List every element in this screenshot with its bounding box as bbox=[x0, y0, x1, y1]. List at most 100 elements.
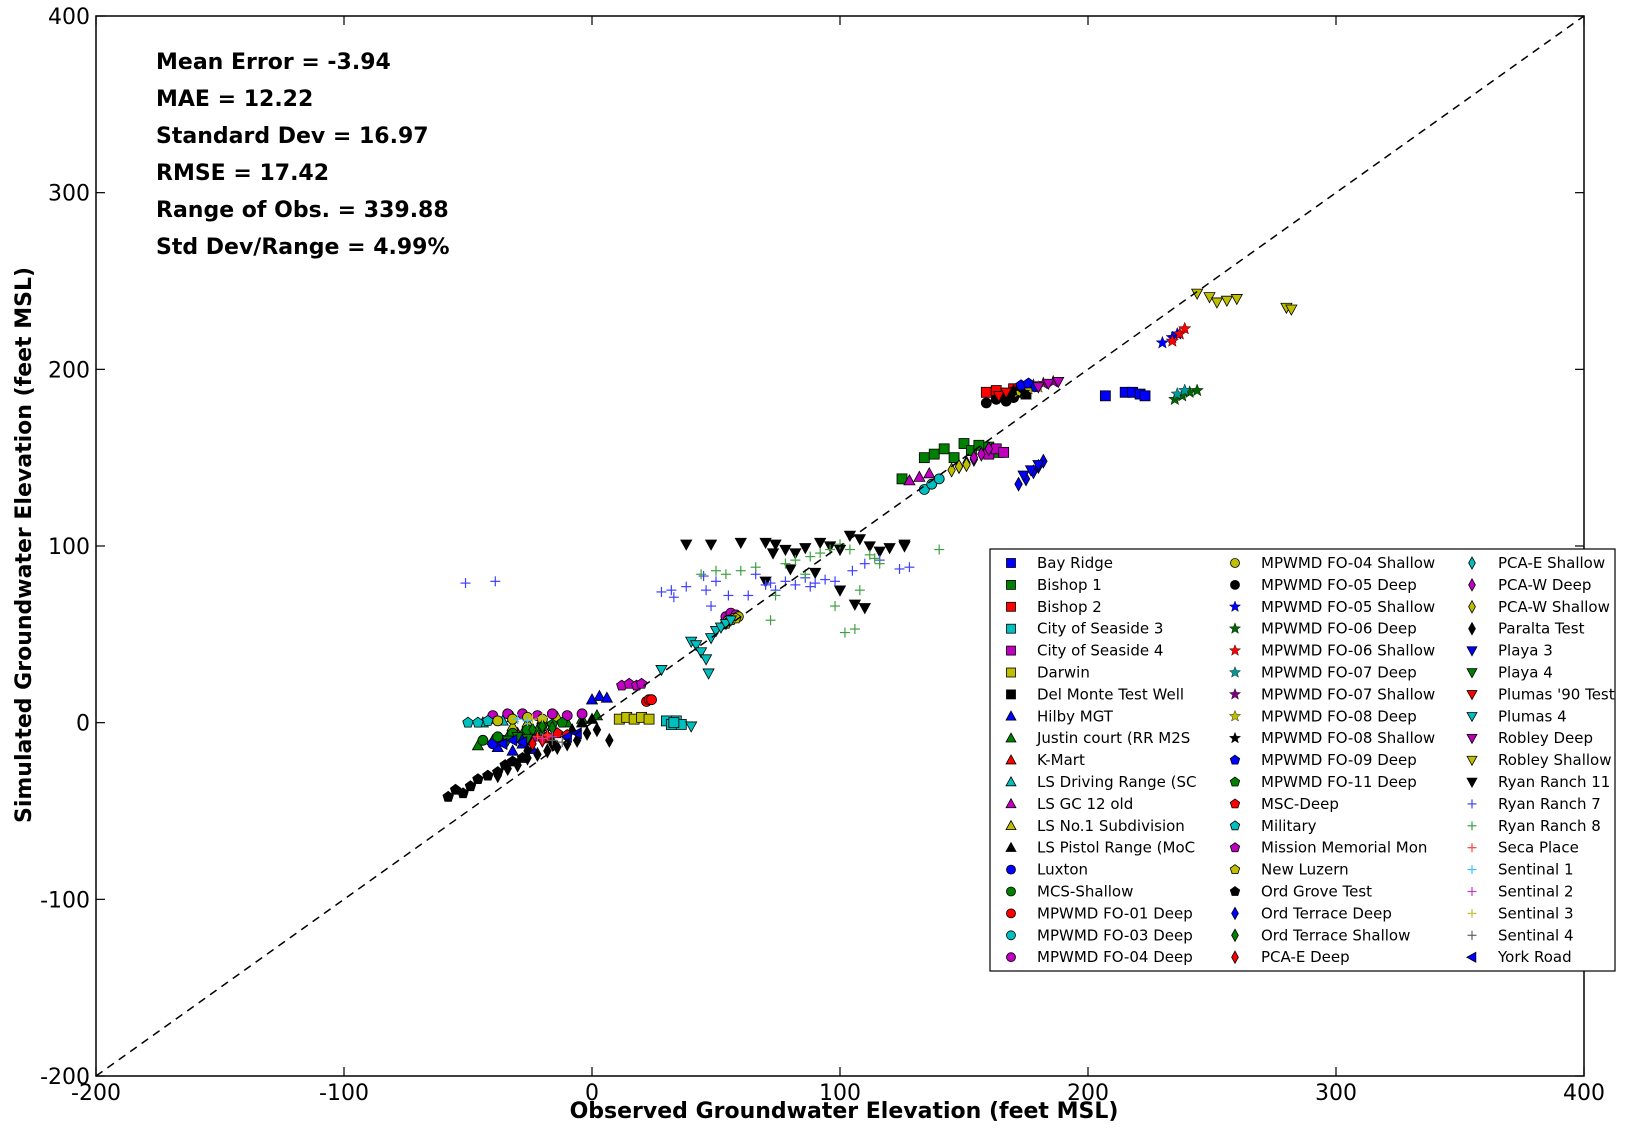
data-point bbox=[734, 537, 747, 550]
data-point bbox=[666, 585, 677, 596]
data-point bbox=[523, 743, 532, 759]
data-point bbox=[533, 746, 542, 763]
data-point bbox=[1052, 377, 1065, 389]
legend-marker bbox=[1466, 777, 1478, 789]
data-point bbox=[854, 585, 865, 596]
y-tick-label: 200 bbox=[48, 358, 90, 383]
data-point bbox=[1165, 334, 1180, 347]
data-point bbox=[844, 544, 855, 555]
legend-marker bbox=[1467, 887, 1477, 896]
data-point bbox=[472, 773, 484, 785]
data-point bbox=[1024, 465, 1038, 477]
legend-entry-label: Sentinal 1 bbox=[1498, 861, 1573, 879]
data-point bbox=[689, 640, 703, 652]
legend-entry-label: Ord Terrace Deep bbox=[1261, 904, 1392, 922]
legend-entry-label: New Luzern bbox=[1261, 861, 1349, 879]
data-point bbox=[1285, 304, 1298, 316]
legend-marker bbox=[1006, 601, 1016, 612]
data-point bbox=[863, 541, 876, 553]
legend-entry-label: MPWMD FO-06 Deep bbox=[1261, 620, 1417, 638]
data-point bbox=[839, 627, 850, 638]
data-point bbox=[805, 581, 816, 592]
data-point bbox=[904, 562, 915, 573]
legend-marker bbox=[1006, 623, 1016, 634]
data-point bbox=[962, 457, 971, 473]
data-point bbox=[1178, 383, 1192, 397]
legend-marker bbox=[1005, 732, 1017, 743]
legend-marker bbox=[1006, 667, 1016, 678]
legend-marker bbox=[1006, 689, 1016, 700]
legend-entry-label: York Road bbox=[1497, 948, 1572, 966]
legend-marker bbox=[1466, 690, 1478, 701]
stats-line: Mean Error = -3.94 bbox=[156, 50, 391, 75]
data-point bbox=[698, 571, 709, 582]
data-marks bbox=[442, 288, 1298, 802]
legend-marker bbox=[1006, 864, 1016, 875]
data-point bbox=[512, 714, 523, 725]
data-point bbox=[556, 716, 568, 728]
data-point bbox=[575, 716, 589, 728]
data-point bbox=[1016, 385, 1031, 399]
data-point bbox=[869, 553, 880, 564]
data-point bbox=[600, 691, 614, 703]
legend-marker bbox=[1005, 775, 1017, 787]
data-point bbox=[769, 539, 782, 551]
data-point bbox=[576, 708, 588, 720]
x-tick-label: -200 bbox=[71, 1081, 121, 1106]
data-point bbox=[492, 715, 504, 727]
legend-entry-label: Plumas '90 Test bbox=[1498, 685, 1615, 703]
legend-entry-label: MPWMD FO-07 Deep bbox=[1261, 664, 1417, 682]
legend-marker bbox=[1229, 754, 1241, 765]
data-point bbox=[680, 539, 693, 551]
legend-entry-label: Luxton bbox=[1037, 861, 1088, 879]
data-point bbox=[593, 689, 606, 701]
data-point bbox=[815, 548, 826, 559]
legend-marker bbox=[1228, 709, 1242, 722]
legend-marker bbox=[1230, 580, 1240, 590]
data-point bbox=[765, 578, 776, 589]
legend-marker bbox=[1228, 600, 1242, 612]
legend-entry-label: City of Seaside 3 bbox=[1037, 620, 1163, 638]
data-point bbox=[1210, 297, 1224, 309]
data-point bbox=[784, 564, 797, 576]
data-point bbox=[605, 732, 614, 748]
data-point bbox=[462, 716, 474, 728]
data-point bbox=[780, 558, 791, 569]
data-point bbox=[1139, 390, 1151, 402]
data-point bbox=[1155, 335, 1170, 349]
legend-entry-label: Ord Grove Test bbox=[1261, 883, 1372, 901]
data-point bbox=[711, 576, 721, 587]
data-point bbox=[635, 677, 648, 689]
stats-line: RMSE = 17.42 bbox=[156, 161, 329, 186]
legend-entry-label: MPWMD FO-09 Deep bbox=[1261, 751, 1417, 769]
legend-entry-label: MPWMD FO-04 Deep bbox=[1037, 948, 1193, 966]
legend-marker bbox=[1466, 755, 1478, 767]
legend-entry-label: Sentinal 4 bbox=[1498, 926, 1573, 944]
data-point bbox=[477, 734, 489, 746]
data-point bbox=[1032, 460, 1045, 472]
data-point bbox=[790, 555, 801, 566]
one-to-one-reference-line bbox=[95, 15, 1585, 1077]
legend-entry-label: Robley Shallow bbox=[1498, 751, 1612, 769]
x-tick-label: 200 bbox=[1067, 1081, 1109, 1106]
data-point bbox=[522, 715, 533, 726]
legend-marker bbox=[1228, 622, 1242, 634]
legend-entry-label: LS No.1 Subdivision bbox=[1037, 817, 1185, 835]
data-point bbox=[980, 386, 992, 398]
data-point bbox=[938, 443, 950, 455]
legend-entry-label: Military bbox=[1261, 817, 1317, 835]
legend-marker bbox=[1231, 950, 1239, 965]
legend-marker bbox=[1467, 799, 1477, 809]
data-point bbox=[460, 578, 471, 589]
data-point bbox=[537, 733, 548, 744]
data-point bbox=[894, 563, 905, 574]
legend-entry-label: PCA-W Deep bbox=[1498, 576, 1591, 594]
legend-entry-label: Mission Memorial Mon bbox=[1261, 839, 1427, 857]
legend-marker bbox=[1229, 886, 1241, 896]
data-point bbox=[1173, 326, 1187, 340]
data-point bbox=[543, 743, 552, 759]
y-tick-label: 0 bbox=[76, 712, 90, 737]
data-point bbox=[515, 735, 528, 749]
data-point bbox=[496, 737, 508, 751]
data-point bbox=[799, 543, 812, 555]
